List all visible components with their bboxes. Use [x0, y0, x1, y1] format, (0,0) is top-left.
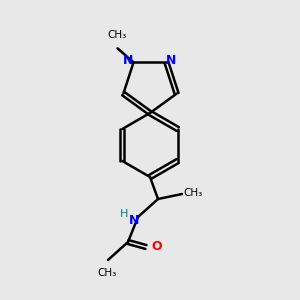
Text: N: N [166, 54, 177, 67]
Text: CH₃: CH₃ [183, 188, 202, 198]
Text: N: N [129, 214, 139, 226]
Text: O: O [151, 241, 162, 254]
Text: CH₃: CH₃ [107, 30, 126, 40]
Text: H: H [120, 209, 128, 219]
Text: CH₃: CH₃ [98, 268, 117, 278]
Text: N: N [123, 54, 134, 67]
